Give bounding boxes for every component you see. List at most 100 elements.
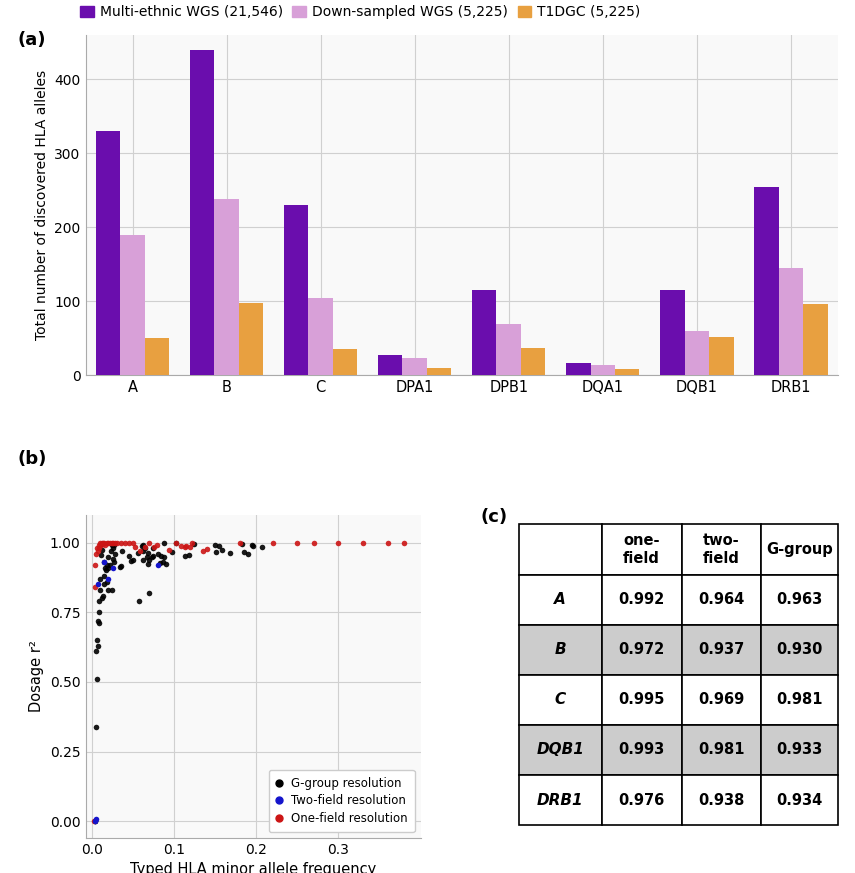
Point xyxy=(98,560,112,574)
Point xyxy=(126,553,139,567)
Point xyxy=(95,536,109,550)
Point xyxy=(156,554,170,568)
Point xyxy=(150,539,164,553)
Point xyxy=(133,544,147,558)
Text: 0.937: 0.937 xyxy=(699,643,745,657)
Point xyxy=(245,538,259,552)
Point xyxy=(89,815,103,828)
Bar xyxy=(803,304,828,375)
Bar xyxy=(378,354,403,375)
Point xyxy=(89,644,103,658)
Point xyxy=(122,536,136,550)
Point xyxy=(143,536,156,550)
Text: B: B xyxy=(554,643,566,657)
Point xyxy=(155,548,168,562)
Bar xyxy=(121,235,144,375)
Bar xyxy=(519,775,602,825)
Point xyxy=(185,536,198,550)
Bar xyxy=(215,199,239,375)
Bar xyxy=(761,525,838,574)
Point xyxy=(103,558,117,572)
Point xyxy=(106,560,120,574)
Bar xyxy=(144,339,169,375)
Bar xyxy=(519,725,602,775)
Point xyxy=(89,558,103,572)
Bar xyxy=(521,348,545,375)
Bar xyxy=(754,187,779,375)
Bar xyxy=(761,725,838,775)
Bar xyxy=(602,574,681,625)
Point xyxy=(174,539,188,553)
Text: 0.933: 0.933 xyxy=(776,742,823,758)
Point xyxy=(91,616,105,630)
Text: two-
field: two- field xyxy=(703,533,740,566)
Y-axis label: Total number of discovered HLA alleles: Total number of discovered HLA alleles xyxy=(35,70,49,340)
Text: 0.964: 0.964 xyxy=(699,592,745,607)
Point xyxy=(137,544,150,558)
Point xyxy=(93,536,107,550)
Point xyxy=(186,537,200,551)
Point xyxy=(100,574,114,588)
Text: A: A xyxy=(554,592,566,607)
Point xyxy=(110,536,124,550)
Point xyxy=(168,536,182,550)
Text: 0.934: 0.934 xyxy=(776,793,823,808)
Point xyxy=(97,555,111,569)
X-axis label: Typed HLA minor allele frequency: Typed HLA minor allele frequency xyxy=(130,863,376,873)
Text: DQB1: DQB1 xyxy=(536,742,584,758)
Point xyxy=(143,553,156,567)
Point xyxy=(165,545,179,559)
Bar xyxy=(519,574,602,625)
Point xyxy=(115,544,128,558)
Text: 0.995: 0.995 xyxy=(618,692,665,707)
Point xyxy=(107,538,121,552)
Point xyxy=(105,536,119,550)
Text: 0.930: 0.930 xyxy=(776,643,823,657)
Point xyxy=(209,538,222,552)
Text: 0.963: 0.963 xyxy=(776,592,823,607)
Point xyxy=(213,539,227,553)
Point xyxy=(137,538,150,552)
Bar xyxy=(660,290,685,375)
Point xyxy=(92,539,106,553)
Point xyxy=(94,539,108,553)
Text: (b): (b) xyxy=(17,450,46,468)
Point xyxy=(100,536,114,550)
Bar xyxy=(615,368,640,375)
Point xyxy=(93,583,107,597)
Text: 0.938: 0.938 xyxy=(699,793,745,808)
Point xyxy=(107,536,121,550)
Point xyxy=(159,557,173,571)
Text: 0.992: 0.992 xyxy=(618,592,664,607)
Point xyxy=(156,536,170,550)
Point xyxy=(147,541,161,555)
Point xyxy=(109,536,122,550)
Text: 0.969: 0.969 xyxy=(699,692,745,707)
Point xyxy=(106,553,120,567)
Point xyxy=(235,537,249,551)
Point xyxy=(91,544,104,558)
Bar xyxy=(403,358,427,375)
Bar xyxy=(602,775,681,825)
Point xyxy=(99,563,113,577)
Point xyxy=(89,719,103,733)
Point xyxy=(90,672,103,686)
Point xyxy=(178,549,192,563)
Point xyxy=(151,558,165,572)
Point xyxy=(146,548,160,562)
Point xyxy=(233,536,247,550)
Point xyxy=(255,540,268,554)
Point xyxy=(88,815,102,828)
Text: 0.993: 0.993 xyxy=(618,742,664,758)
Point xyxy=(93,572,107,586)
Point xyxy=(96,536,109,550)
Bar xyxy=(472,290,497,375)
Bar xyxy=(761,625,838,675)
Point xyxy=(87,815,101,828)
Point xyxy=(102,549,115,563)
Bar xyxy=(519,675,602,725)
Point xyxy=(200,542,214,556)
Point xyxy=(266,536,280,550)
Point xyxy=(156,550,170,564)
Point xyxy=(150,547,164,561)
